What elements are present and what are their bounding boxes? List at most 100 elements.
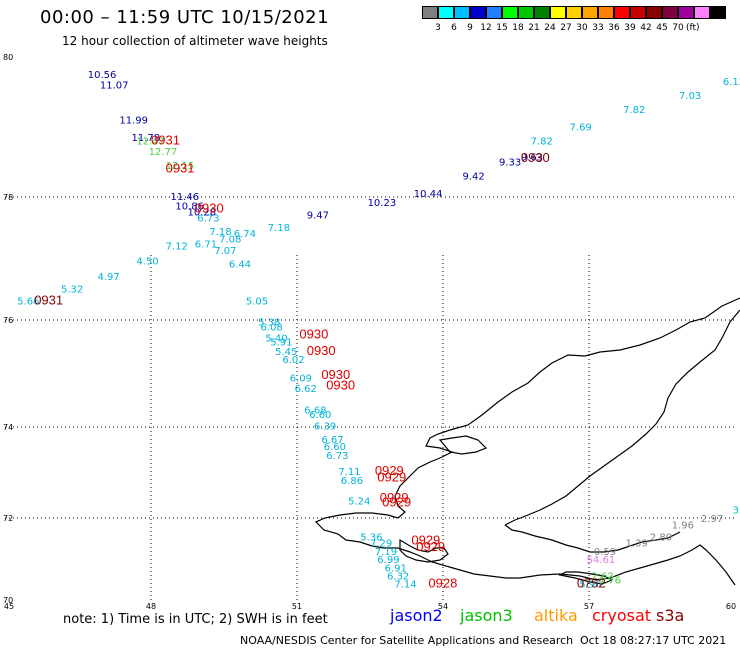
wave-height-label: 5.38 [258,317,280,328]
pass-time-label: 0930 [321,367,350,382]
colorbar-swatch [422,6,438,19]
lat-tick-label: 76 [3,316,13,325]
wave-height-label: 0.59 [594,547,616,558]
wave-annotations: 5.665.324.974.507.126.447.187.18 6.747.08… [17,70,740,591]
coastline-segment [399,538,449,563]
colorbar-label: 33 [592,23,604,33]
wave-height-label: 6.62 [295,384,317,395]
pass-time-label: 0928 [428,576,457,591]
legend-item-altika: altika [534,606,578,625]
coastline [314,297,740,586]
wave-height-label: 9.42 [462,172,484,183]
wave-height-label: 11.99 [119,116,148,127]
wave-height-label: 6.99 [377,555,399,566]
wave-height-label: 9.33 [499,158,521,169]
legend-item-jason2: jason2 [390,606,443,625]
wave-height-label: 6.32 [387,572,409,583]
wave-height-label: 6.60 [324,442,346,453]
wave-height-label: 7.08 [219,235,241,246]
lon-tick-label: 60 [726,602,736,611]
wave-height-label: 7.29 [370,539,392,550]
wave-height-label: 2.62 [591,572,613,583]
wave-height-label: 6.68 [304,406,326,417]
colorbar-label: 21 [528,23,540,33]
pass-time-label: 0929 [377,470,406,485]
colorbar-swatch [678,6,694,19]
wave-height-label: 7.69 [570,123,592,134]
lon-tick-label: 57 [584,602,594,611]
wave-height-label: 7.12 [166,241,188,252]
colorbar-swatch [534,6,550,19]
wave-height-label: 7.18 [209,227,231,238]
pass-time-label: 0930 [326,378,355,393]
wave-height-label: 10.86 [175,201,204,212]
lon-tick-label: 51 [292,602,302,611]
wave-height-label: 12.47 [136,137,165,148]
wave-height-label: 7.18 [268,223,290,234]
colorbar-swatch [662,6,678,19]
wave-height-label: 6.91 [385,563,407,574]
wave-height-label: 6.73 [326,451,348,462]
lon-tick-label: 45 [4,602,14,611]
coastline-segment [314,512,736,586]
lat-tick-label: 72 [3,514,13,523]
lat-tick-label: 70 [3,596,13,605]
wave-height-label: 6.39 [314,421,336,432]
wave-height-label: 11.07 [100,81,129,92]
colorbar-label: 24 [544,23,556,33]
wave-height-label: 7.07 [214,246,236,257]
coastline-segment [558,571,614,585]
colorbar-unit: (ft) [686,23,700,33]
footnote: note: 1) Time is in UTC; 2) SWH is in fe… [63,612,328,627]
wave-height-label: 10.56 [88,70,117,81]
wave-height-label: 5.24 [348,496,370,507]
coastline-segment [504,309,740,526]
wave-height-label: 5.91 [270,338,292,349]
wave-height-label: 1.76 [599,576,621,587]
wave-height-label: 7.19 [375,547,397,558]
wave-height-label: 10.28 [188,207,217,218]
wave-height-label: 7.14 [394,580,416,591]
wave-height-label: 6.74 [234,229,256,240]
coastline-segment [438,435,488,455]
wave-height-label: 3.8 [733,505,740,516]
pass-time-label: 0929 [380,490,409,505]
wave-height-label: 12.77 [149,147,178,158]
colorbar-swatch [502,6,518,19]
wave-height-label: 5.05 [246,297,268,308]
colorbar-swatch [646,6,662,19]
wave-height-label: 6.71 [195,239,217,250]
wave-height-label: 5.36 [360,533,382,544]
colorbar-swatch [438,6,454,19]
page-title: 00:00 – 11:59 UTC 10/15/2021 [40,7,330,28]
wave-height-label: 9.63 [521,153,543,164]
colorbar-swatch [710,6,726,19]
pass-time-label: 0929 [375,463,404,478]
colorbar-swatch [598,6,614,19]
lat-tick-label: 74 [3,423,13,432]
wave-height-label: 6.60 [309,410,331,421]
wave-height-label: 7.03 [679,91,701,102]
wave-height-label: 6.67 [321,435,343,446]
colorbar-swatch [566,6,582,19]
colorbar-label: 27 [560,23,572,33]
pass-time-label: 0931 [166,161,195,176]
pass-time-label: 0930 [299,327,328,342]
wave-height-label: 6.09 [290,374,312,385]
generated-timestamp: Oct 18 08:27:17 UTC 2021 [580,634,727,647]
wave-height-label: 6.08 [261,323,283,334]
grid-lines [5,196,735,600]
wave-height-label: 11.78 [132,133,161,144]
wave-height-label: 6.73 [197,214,219,225]
colorbar-swatch [486,6,502,19]
wave-height-label: 7.11 [338,467,360,478]
wave-height-label: 6.12 [723,77,740,88]
wave-height-label: 54.61 [587,555,616,566]
pass-time-label: 0930 [307,343,336,358]
wave-height-label: 5.45 [275,347,297,358]
credit-text: NOAA/NESDIS Center for Satellite Applica… [240,634,574,647]
wave-height-label: 4.50 [136,257,158,268]
wave-height-label: 7.82 [623,105,645,116]
wave-height-label: 10.44 [414,189,443,200]
